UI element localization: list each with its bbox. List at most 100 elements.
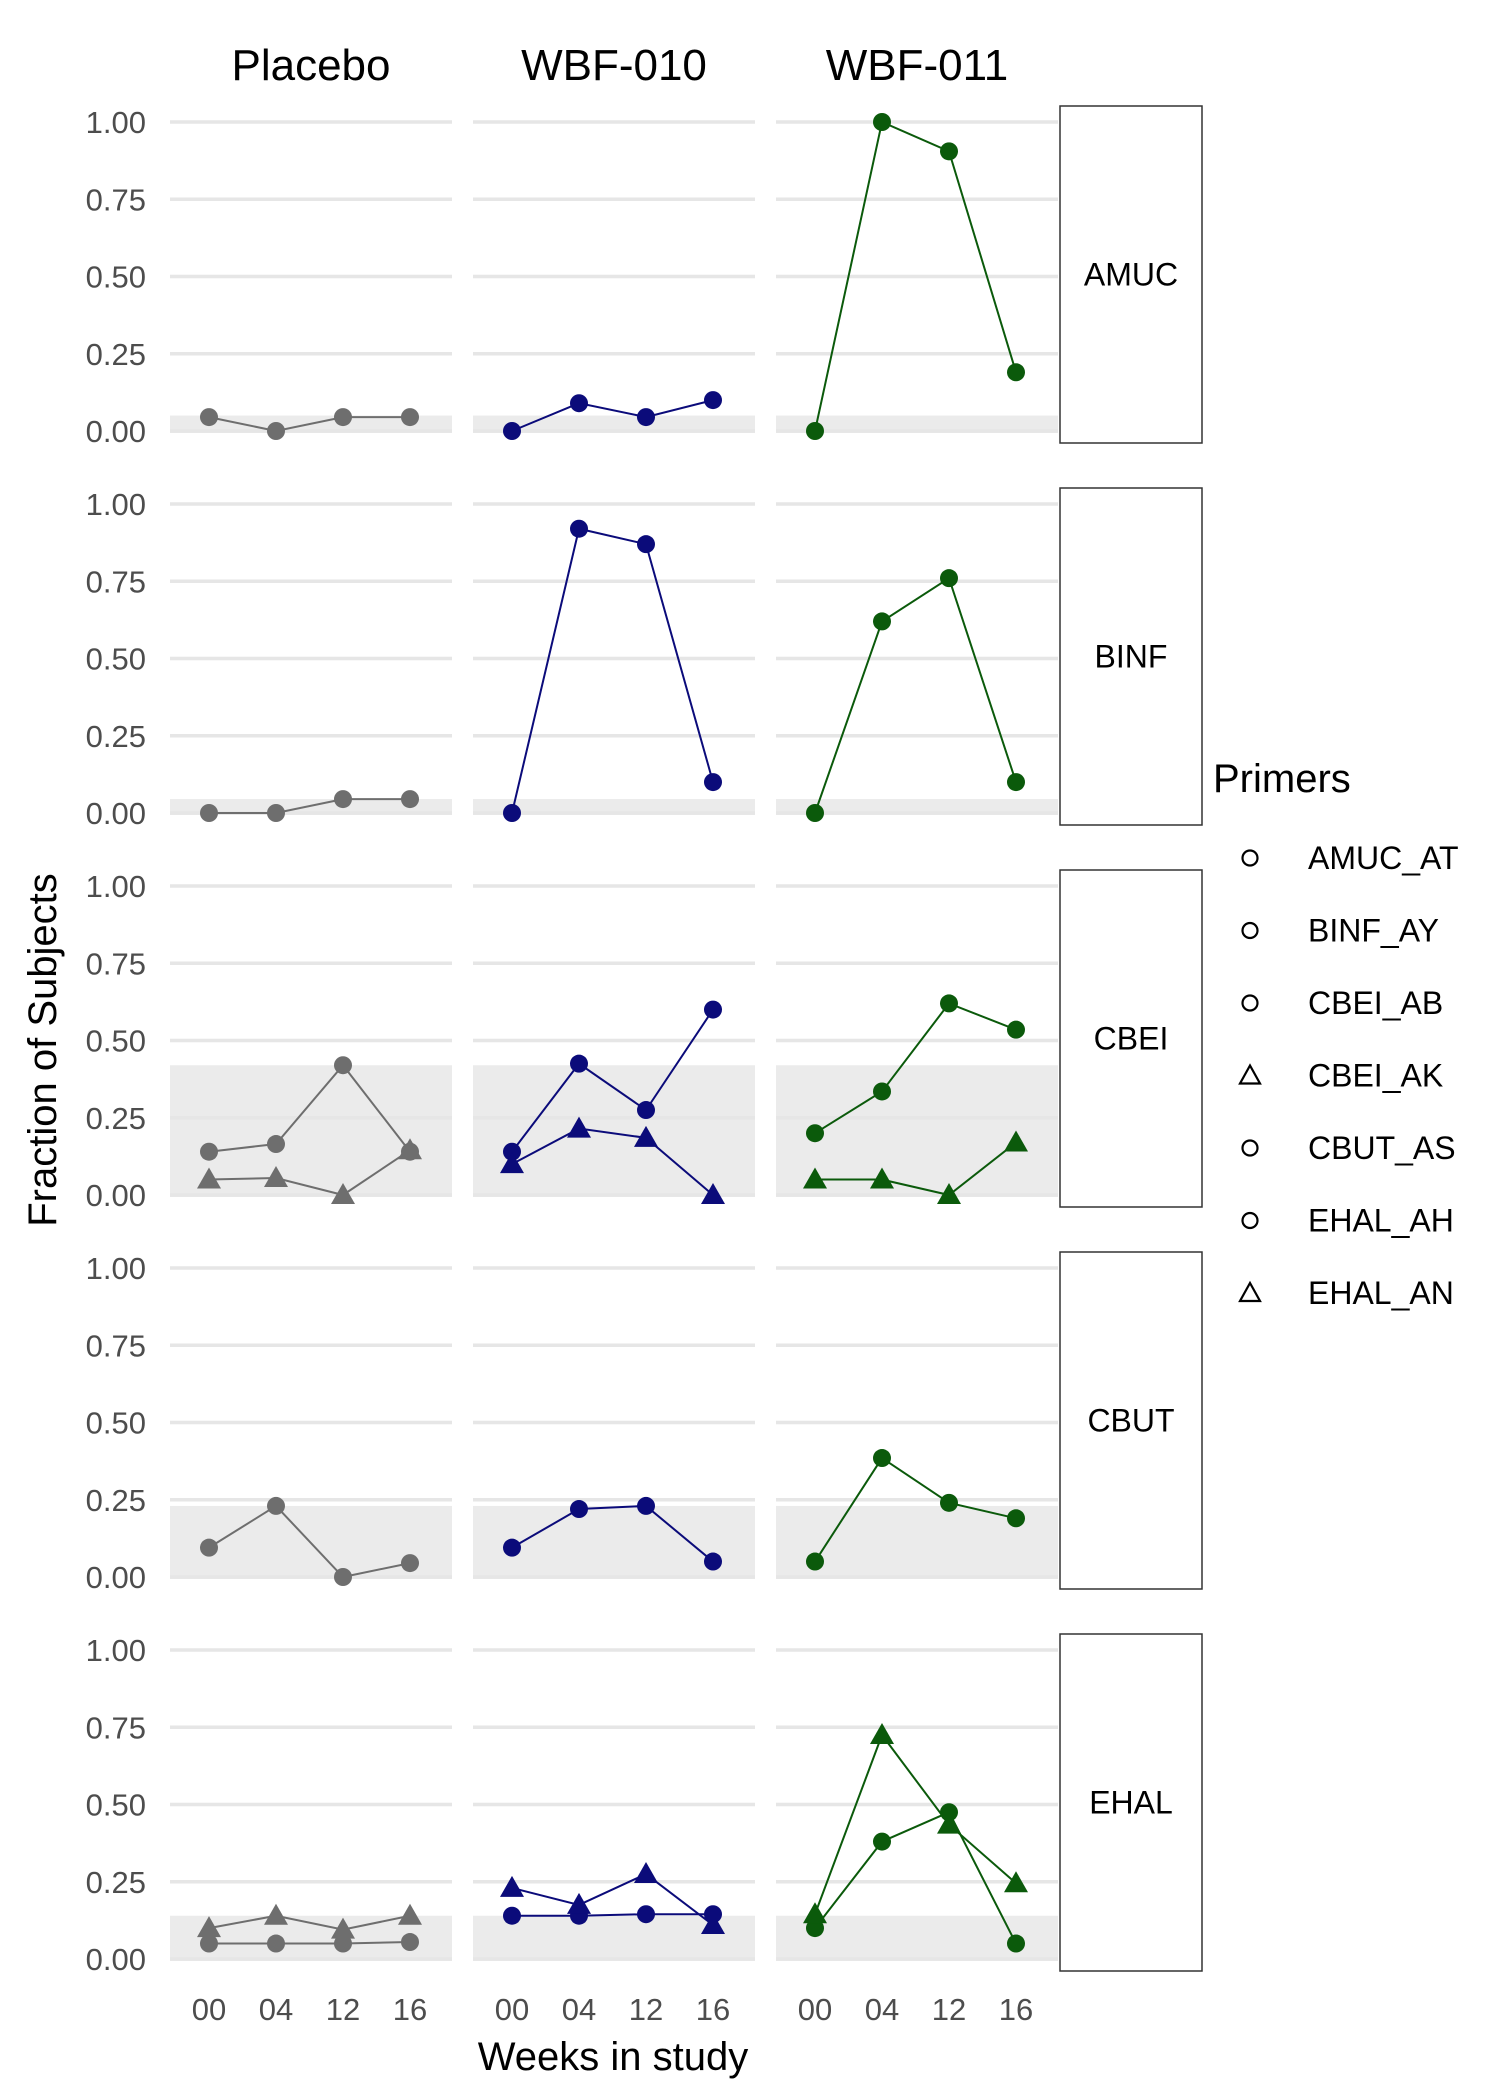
point-ehal_an-00 xyxy=(500,1875,524,1897)
y-tick-label: 0.75 xyxy=(86,182,146,217)
point-cbei_ak-16 xyxy=(398,1138,422,1160)
x-tick-label: 12 xyxy=(629,1992,663,2027)
series-line-amuc_at-wbf-010 xyxy=(511,399,714,432)
series-line-cbei_ab-placebo xyxy=(208,1063,411,1153)
point-cbei_ak-00 xyxy=(197,1167,221,1189)
series-line-ehal_ah-placebo xyxy=(209,1941,411,1945)
point-cbei_ak-12 xyxy=(634,1125,658,1147)
band-binf-placebo xyxy=(170,799,452,815)
x-axis-ticks: 00 04 12 16 00 04 12 16 00 04 12 16 xyxy=(192,1992,1033,2027)
y-tick-label: 0.50 xyxy=(86,260,146,295)
y-tick-label: 0.50 xyxy=(86,642,146,677)
series-line-amuc_at-wbf-011 xyxy=(814,120,1017,432)
row-strip-amuc xyxy=(1059,105,1203,444)
x-tick-label: 00 xyxy=(798,1992,832,2027)
legend-items: AMUC_AT BINF_AY CBEI_AB CBEI_AK CBUT_AS EHAL_… xyxy=(1238,840,1459,1311)
point-ehal_an-16 xyxy=(1004,1871,1028,1893)
series-line-cbei_ak-wbf-011 xyxy=(815,1141,1017,1197)
row-strip-ehal xyxy=(1059,1633,1203,1972)
point-binf_ay-12 xyxy=(334,790,352,809)
column-label-wbf-011: WBF-011 xyxy=(826,41,1009,90)
y-tick-label: 0.75 xyxy=(86,946,146,981)
point-amuc_at-12 xyxy=(334,408,352,427)
column-label-placebo: Placebo xyxy=(231,41,390,90)
series-line-amuc_at-placebo xyxy=(208,416,410,433)
point-cbei_ab-12 xyxy=(637,1101,655,1120)
y-tick-label: 0.25 xyxy=(86,1865,146,1900)
point-amuc_at-12 xyxy=(637,408,655,427)
point-cbut_as-16 xyxy=(401,1554,419,1573)
point-binf_ay-00 xyxy=(200,804,218,822)
row-label-cbei: CBEI xyxy=(1094,1021,1169,1057)
legend-label-ehal_ah: EHAL_AH xyxy=(1308,1203,1454,1239)
series-line-binf_ay-placebo xyxy=(209,798,410,814)
legend-circle-icon xyxy=(1241,994,1259,1012)
point-binf_ay-00 xyxy=(503,804,521,822)
point-ehal_ah-12 xyxy=(334,1934,352,1953)
point-cbut_as-04 xyxy=(873,1449,891,1468)
x-axis-title: Weeks in study xyxy=(478,2035,749,2079)
x-tick-label: 04 xyxy=(865,1992,899,2027)
point-ehal_an-00 xyxy=(803,1902,827,1924)
row-label-cbut: CBUT xyxy=(1087,1403,1174,1439)
y-tick-label: 0.25 xyxy=(86,719,146,754)
point-ehal_ah-04 xyxy=(267,1934,285,1953)
y-tick-label: 1.00 xyxy=(86,487,146,522)
series-line-ehal_an-placebo xyxy=(208,1914,411,1931)
y-tick-label: 0.75 xyxy=(86,1328,146,1363)
point-cbei_ab-16 xyxy=(704,1000,722,1019)
band-cbei-wbf-010 xyxy=(473,1065,755,1197)
y-tick-label: 0.00 xyxy=(86,1178,146,1213)
legend-label-cbut_as: CBUT_AS xyxy=(1308,1130,1456,1166)
y-tick-label: 0.00 xyxy=(86,1942,146,1977)
point-cbut_as-12 xyxy=(637,1496,655,1515)
gridlines xyxy=(170,120,1058,1961)
point-ehal_ah-00 xyxy=(200,1934,218,1953)
point-ehal_ah-00 xyxy=(503,1906,521,1925)
x-tick-label: 16 xyxy=(696,1992,730,2027)
y-tick-label: 0.00 xyxy=(86,796,146,831)
y-tick-label: 0.25 xyxy=(86,1101,146,1136)
y-tick-label: 0.75 xyxy=(86,1710,146,1745)
x-tick-label: 12 xyxy=(326,1992,360,2027)
point-amuc_at-04 xyxy=(267,422,285,440)
band-amuc-wbf-010 xyxy=(473,415,755,433)
legend-label-cbei_ab: CBEI_AB xyxy=(1308,985,1443,1021)
point-ehal_ah-04 xyxy=(873,1832,891,1851)
legend-triangle-icon xyxy=(1238,1063,1262,1085)
point-cbut_as-12 xyxy=(334,1568,352,1586)
row-label-ehal: EHAL xyxy=(1089,1785,1173,1821)
y-tick-label: 1.00 xyxy=(86,869,146,904)
point-cbei_ab-04 xyxy=(570,1054,588,1073)
row-label-binf: BINF xyxy=(1095,639,1168,675)
legend-circle-icon xyxy=(1241,921,1259,940)
point-ehal_an-04 xyxy=(567,1892,591,1914)
legend-circle-icon xyxy=(1241,849,1259,867)
legend-label-binf_ay: BINF_AY xyxy=(1308,913,1439,949)
y-tick-label: 0.50 xyxy=(86,1406,146,1441)
row-strip-cbei xyxy=(1059,869,1203,1208)
point-cbei_ak-04 xyxy=(567,1116,591,1138)
y-tick-label: 0.25 xyxy=(86,337,146,372)
band-amuc-wbf-011 xyxy=(776,415,1058,433)
point-cbei_ak-00 xyxy=(500,1152,524,1174)
legend-title: Primers xyxy=(1213,757,1351,801)
legend-triangle-icon xyxy=(1238,1280,1262,1303)
point-ehal_ah-16 xyxy=(1007,1934,1025,1953)
point-ehal_ah-12 xyxy=(637,1905,655,1924)
point-cbei_ak-16 xyxy=(701,1183,725,1204)
shaded-bands xyxy=(170,415,1058,1961)
band-cbei-placebo xyxy=(170,1065,452,1197)
series-line-ehal_ah-wbf-011 xyxy=(814,1810,1017,1945)
series-line-ehal_ah-wbf-010 xyxy=(512,1913,713,1917)
y-axis-title: Fraction of Subjects xyxy=(21,873,65,1227)
series-line-binf_ay-wbf-010 xyxy=(511,527,714,814)
point-cbei_ak-00 xyxy=(803,1167,827,1189)
column-strip-labels: Placebo WBF-010 WBF-011 xyxy=(231,41,1008,90)
series-line-cbei_ab-wbf-010 xyxy=(511,1009,714,1153)
point-cbei_ak-12 xyxy=(937,1183,961,1204)
row-strip-labels: AMUC BINF CBEI CBUT EHAL xyxy=(1059,105,1203,1972)
point-cbei_ak-16 xyxy=(1004,1130,1028,1152)
series-line-binf_ay-wbf-011 xyxy=(814,576,1017,814)
point-ehal_an-12 xyxy=(634,1862,658,1884)
